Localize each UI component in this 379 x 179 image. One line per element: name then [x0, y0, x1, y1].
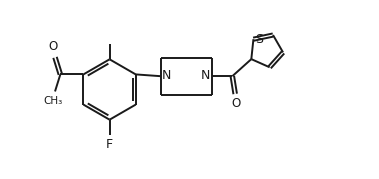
- Text: O: O: [49, 40, 58, 53]
- Text: O: O: [232, 98, 241, 110]
- Text: N: N: [162, 69, 171, 82]
- Text: N: N: [201, 69, 210, 82]
- Text: F: F: [106, 138, 113, 151]
- Text: CH₃: CH₃: [44, 96, 63, 106]
- Text: S: S: [255, 33, 263, 46]
